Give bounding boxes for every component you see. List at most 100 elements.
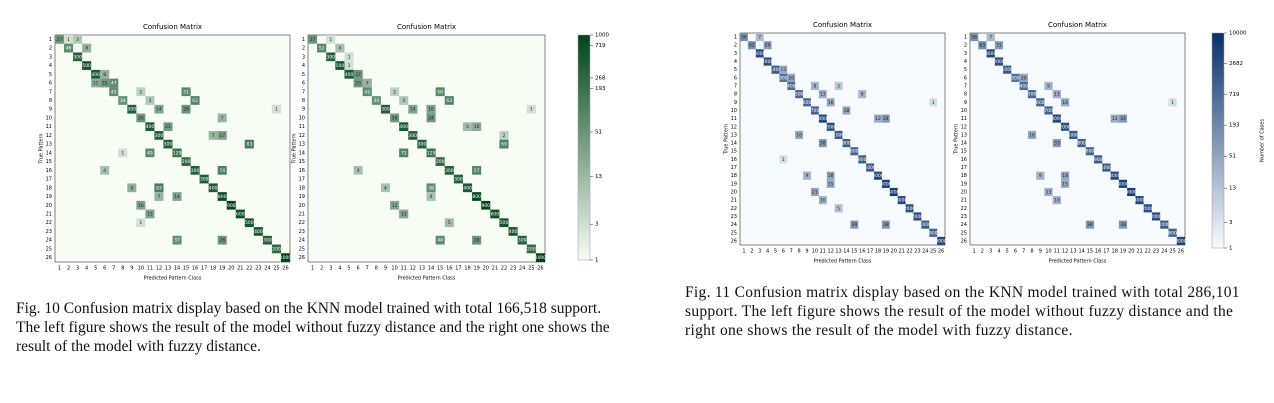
cell-label: 49 bbox=[147, 150, 153, 156]
matrix-cell bbox=[1060, 98, 1070, 107]
y-tick-label: 23 bbox=[46, 229, 52, 235]
matrix-cell bbox=[426, 192, 436, 201]
x-tick-label: 22 bbox=[501, 266, 507, 272]
cell-label: 400 bbox=[146, 124, 155, 130]
cell-label: 5 bbox=[837, 206, 840, 212]
matrix-cell bbox=[1135, 196, 1144, 205]
matrix-cell bbox=[145, 122, 155, 132]
y-tick-label: 14 bbox=[731, 141, 737, 147]
matrix-cell bbox=[280, 253, 290, 262]
matrix-cell bbox=[217, 131, 227, 140]
matrix-cell bbox=[1052, 196, 1061, 205]
x-tick-label: 22 bbox=[246, 266, 252, 272]
matrix-cell bbox=[842, 139, 851, 148]
matrix-cell bbox=[399, 122, 409, 132]
colorbar-tick-label: 719 bbox=[595, 43, 606, 49]
y-axis-label: True Pattern bbox=[954, 124, 960, 155]
matrix-cell bbox=[109, 87, 119, 97]
matrix-cell bbox=[163, 122, 173, 132]
matrix-cell bbox=[1027, 90, 1037, 99]
matrix-cell bbox=[353, 165, 363, 175]
y-tick-label: 4 bbox=[734, 59, 737, 65]
matrix-cell bbox=[1168, 98, 1177, 107]
x-tick-label: 4 bbox=[85, 266, 88, 272]
matrix-cell bbox=[172, 235, 182, 245]
matrix-cell bbox=[208, 131, 218, 140]
matrix-cell bbox=[1044, 187, 1053, 197]
y-tick-label: 16 bbox=[299, 168, 305, 174]
matrix-cell bbox=[1011, 73, 1020, 82]
matrix-cell bbox=[335, 43, 345, 53]
cell-label: 3 bbox=[76, 37, 79, 43]
cell-label: 300 bbox=[326, 54, 335, 60]
cell-label: 38 bbox=[1087, 222, 1093, 228]
cell-label: 900 bbox=[227, 203, 236, 209]
cell-label: 16 bbox=[138, 203, 144, 209]
y-axis-label: True Pattern bbox=[724, 124, 730, 155]
cell-label: 4000 bbox=[1117, 181, 1129, 187]
cell-label: 56 bbox=[741, 35, 747, 41]
cell-label: 300 bbox=[128, 107, 137, 113]
colorbar-tick-label: 1000 bbox=[595, 33, 609, 39]
cell-label: 69 bbox=[501, 142, 507, 148]
cell-label: 2000 bbox=[993, 59, 1005, 65]
matrix-cell bbox=[472, 165, 482, 175]
y-tick-label: 16 bbox=[46, 168, 52, 174]
x-tick-label: 15 bbox=[851, 249, 857, 255]
matrix-cell bbox=[380, 104, 391, 114]
matrix-cell bbox=[226, 200, 236, 210]
cell-label: 1 bbox=[67, 37, 70, 43]
cell-label: 18 bbox=[1062, 173, 1068, 179]
colorbar-tick-label: 719 bbox=[1229, 92, 1240, 98]
x-tick-label: 3 bbox=[989, 249, 992, 255]
colorbar-tick-label: 13 bbox=[1229, 186, 1236, 192]
y-tick-label: 22 bbox=[46, 220, 52, 226]
cell-label: 3000 bbox=[935, 238, 947, 244]
x-tick-label: 8 bbox=[798, 249, 801, 255]
matrix-cell bbox=[335, 61, 345, 70]
cell-label: 3 bbox=[837, 84, 840, 90]
y-tick-label: 1 bbox=[49, 37, 52, 43]
matrix-cell bbox=[1094, 155, 1103, 164]
matrix-cell bbox=[154, 104, 164, 114]
y-tick-label: 15 bbox=[46, 159, 52, 165]
y-tick-label: 20 bbox=[961, 190, 967, 196]
matrix-cell bbox=[453, 174, 463, 184]
x-tick-label: 13 bbox=[1070, 249, 1076, 255]
cell-label: 400 bbox=[91, 72, 100, 78]
cell-label: 34 bbox=[883, 116, 889, 122]
colorbar-tick-label: 193 bbox=[1229, 123, 1240, 129]
chart-title: Confusion Matrix bbox=[143, 23, 202, 31]
matrix-cell bbox=[172, 148, 182, 158]
y-tick-label: 22 bbox=[299, 220, 305, 226]
y-tick-label: 24 bbox=[299, 238, 305, 244]
x-tick-label: 4 bbox=[997, 249, 1000, 255]
matrix-cell bbox=[154, 183, 164, 193]
x-tick-label: 17 bbox=[867, 249, 873, 255]
x-tick-label: 16 bbox=[859, 249, 865, 255]
y-tick-label: 11 bbox=[46, 124, 52, 130]
matrix-cell bbox=[371, 96, 381, 105]
matrix-cell bbox=[136, 200, 146, 210]
y-tick-label: 15 bbox=[731, 149, 737, 155]
chart-title: Confusion Matrix bbox=[397, 23, 456, 31]
cell-label: 400 bbox=[463, 185, 472, 191]
matrix-cell bbox=[810, 106, 819, 115]
matrix-cell bbox=[499, 139, 509, 149]
y-tick-label: 17 bbox=[731, 165, 737, 171]
x-tick-label: 23 bbox=[510, 266, 516, 272]
y-tick-label: 23 bbox=[299, 229, 305, 235]
y-tick-label: 12 bbox=[46, 133, 52, 139]
y-tick-label: 26 bbox=[731, 238, 737, 244]
cell-label: 500 bbox=[795, 92, 804, 98]
cell-label: 63 bbox=[980, 43, 986, 49]
matrix-cell bbox=[818, 90, 827, 99]
matrix-cell bbox=[145, 209, 155, 219]
matrix-cell bbox=[1110, 114, 1119, 123]
cell-label: 38 bbox=[883, 222, 889, 228]
y-tick-label: 20 bbox=[299, 203, 305, 209]
matrix-cell bbox=[462, 183, 473, 193]
cell-label: 15 bbox=[828, 181, 834, 187]
matrix-cell bbox=[154, 131, 164, 140]
cell-label: 9 bbox=[1047, 84, 1050, 90]
